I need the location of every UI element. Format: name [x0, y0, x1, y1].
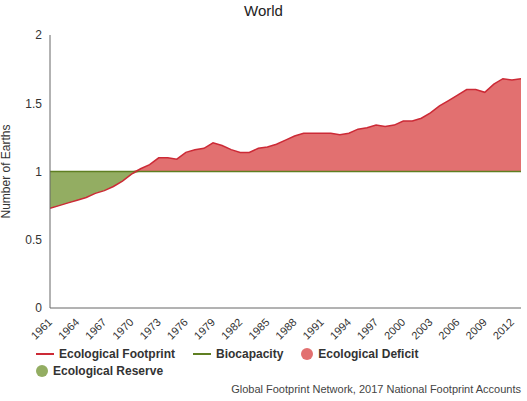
svg-text:1982: 1982 [219, 316, 245, 342]
html-text:World: World [244, 2, 283, 19]
svg-text:1997: 1997 [355, 316, 381, 342]
svg-text:2006: 2006 [436, 316, 462, 342]
svg-text:1979: 1979 [191, 316, 217, 342]
svg-text:2012: 2012 [490, 316, 516, 342]
svg-text:0.5: 0.5 [25, 233, 42, 247]
svg-text:1988: 1988 [273, 316, 299, 342]
svg-text:1970: 1970 [110, 316, 136, 342]
svg-text:2: 2 [35, 28, 42, 42]
svg-text:2003: 2003 [409, 316, 435, 342]
svg-text:1: 1 [35, 165, 42, 179]
svg-text:1967: 1967 [83, 316, 109, 342]
svg-text:2009: 2009 [463, 316, 489, 342]
svg-text:1994: 1994 [327, 316, 353, 342]
svg-text:1973: 1973 [137, 316, 163, 342]
svg-text:Number of Earths: Number of Earths [8, 124, 13, 218]
svg-text:0: 0 [35, 301, 42, 315]
svg-text:1.5: 1.5 [25, 97, 42, 111]
svg-text:1991: 1991 [300, 316, 326, 342]
html-text:Biocapacity: Biocapacity [216, 347, 284, 361]
svg-text:1964: 1964 [56, 316, 82, 342]
html-text:Ecological Deficit: Ecological Deficit [318, 347, 419, 361]
svg-text:1976: 1976 [164, 316, 190, 342]
svg-text:2000: 2000 [382, 316, 408, 342]
html-text:Ecological Reserve: Ecological Reserve [53, 364, 164, 378]
svg-text:1985: 1985 [246, 316, 272, 342]
html-text:Ecological Footprint: Ecological Footprint [59, 347, 175, 361]
html-text:Global Footprint Network, 2017: Global Footprint Network, 2017 National … [231, 383, 521, 395]
svg-text:1961: 1961 [28, 316, 54, 342]
